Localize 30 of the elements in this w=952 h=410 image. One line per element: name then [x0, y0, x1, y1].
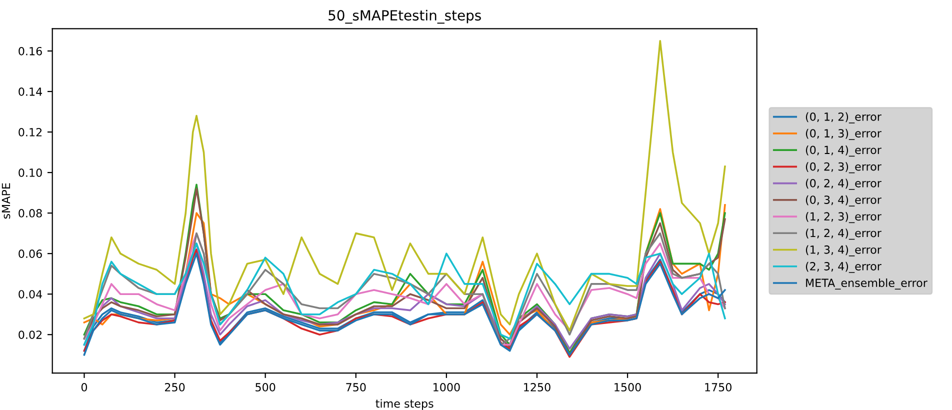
y-tick-label: 0.06: [18, 250, 42, 258]
chart-title: 50_sMAPEtestin_steps: [328, 10, 481, 24]
legend-label: (0, 2, 3)_error: [806, 162, 882, 174]
x-tick-label: 1500: [614, 383, 641, 392]
legend-label: (1, 2, 4)_error: [806, 228, 882, 240]
legend-label: (1, 3, 4)_error: [806, 245, 882, 256]
y-tick-label: 0.14: [18, 87, 42, 96]
y-tick-label: 0.10: [18, 168, 42, 177]
x-tick-label: 750: [346, 383, 366, 392]
x-tick-label: 500: [256, 383, 276, 392]
legend-label: (0, 3, 4)_error: [806, 195, 882, 206]
x-tick-label: 1250: [524, 383, 550, 392]
x-tick-label: 250: [164, 383, 185, 392]
legend-label: (0, 2, 4)_error: [806, 178, 882, 190]
y-tick-label: 0.08: [18, 209, 42, 218]
x-tick-label: 1750: [705, 383, 732, 392]
legend-label: (2, 3, 4)_error: [806, 262, 882, 273]
y-tick-label: 0.12: [18, 128, 42, 136]
x-axis-title: time steps: [376, 399, 434, 410]
y-tick-label: 0.04: [18, 290, 42, 298]
legend-label: (1, 2, 3)_error: [806, 212, 882, 224]
y-axis-title: sMAPE: [2, 183, 10, 219]
x-tick-label: 1000: [434, 383, 460, 392]
y-tick-label: 0.02: [18, 330, 42, 339]
legend-label: (0, 1, 2)_error: [806, 112, 882, 124]
legend-label: (0, 1, 4)_error: [806, 146, 882, 157]
y-tick-label: 0.16: [18, 46, 42, 56]
legend-label: META_ensemble_error: [806, 278, 928, 290]
legend-label: (0, 1, 3)_error: [806, 128, 882, 140]
x-tick-label: 0: [81, 383, 88, 392]
